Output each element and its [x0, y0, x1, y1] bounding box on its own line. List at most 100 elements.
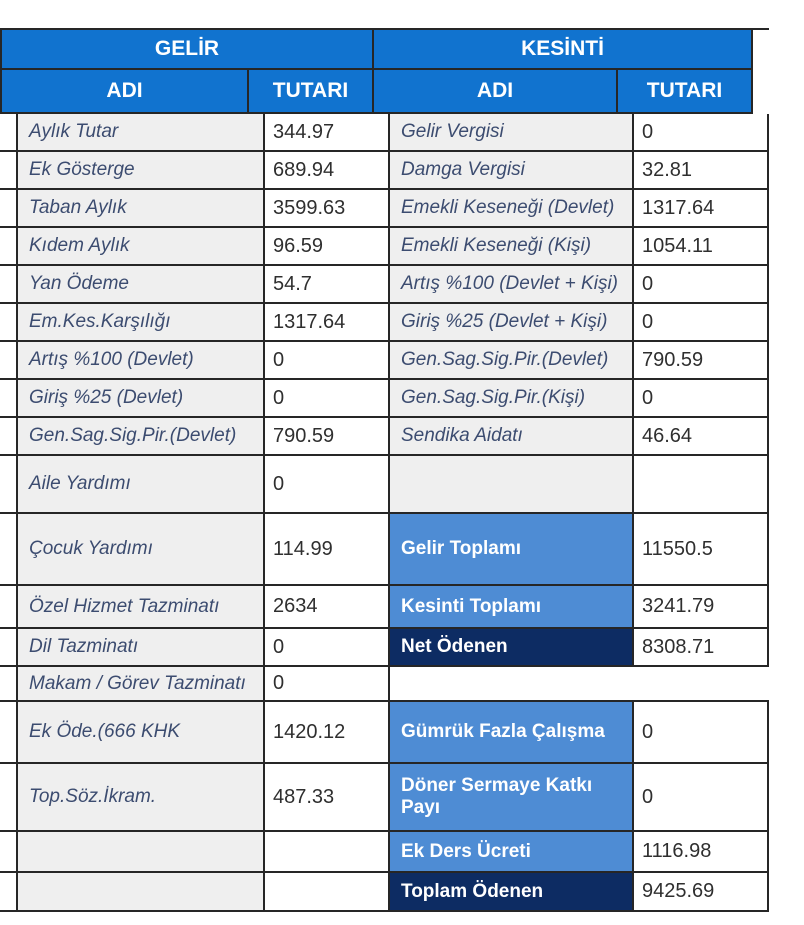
row-sliver-cell	[0, 873, 18, 912]
table-row: Dil Tazminatı 0 Net Ödenen 8308.71	[0, 629, 769, 667]
gelir-adi-cell: Çocuk Yardımı	[18, 514, 265, 586]
table-row: Özel Hizmet Tazminatı 2634 Kesinti Topla…	[0, 586, 769, 629]
row-sliver-cell	[0, 342, 18, 380]
kesinti-adi-cell	[390, 456, 634, 514]
gelir-adi-cell	[18, 873, 265, 912]
gelir-tutari-cell	[265, 873, 390, 912]
header-rows: GELİR KESİNTİ ADI TUTARI ADI TUTARI	[2, 30, 753, 114]
gelir-adi-cell: Top.Söz.İkram.	[18, 764, 265, 832]
kesinti-tutari-cell: 0	[634, 304, 769, 342]
gelir-tutari-cell: 0	[265, 456, 390, 514]
kesinti-tutari-column-header: TUTARI	[618, 70, 753, 114]
table-row: Aylık Tutar 344.97 Gelir Vergisi 0	[0, 114, 769, 152]
gelir-tutari-cell: 1317.64	[265, 304, 390, 342]
kesinti-adi-cell: Artış %100 (Devlet + Kişi)	[390, 266, 634, 304]
gelir-section-header: GELİR	[2, 30, 374, 70]
table-row: Ek Öde.(666 KHK 1420.12 Gümrük Fazla Çal…	[0, 702, 769, 764]
kesinti-adi-cell: Damga Vergisi	[390, 152, 634, 190]
row-sliver-cell	[0, 190, 18, 228]
gelir-adi-column-header: ADI	[2, 70, 249, 114]
row-sliver-cell	[0, 702, 18, 764]
gelir-tutari-cell: 689.94	[265, 152, 390, 190]
gelir-tutari-cell: 3599.63	[265, 190, 390, 228]
net-odenen-value: 8308.71	[634, 629, 769, 667]
row-sliver-cell	[0, 152, 18, 190]
table-header: GELİR KESİNTİ ADI TUTARI ADI TUTARI	[0, 30, 769, 114]
kesinti-tutari-cell: 32.81	[634, 152, 769, 190]
gelir-adi-cell: Ek Gösterge	[18, 152, 265, 190]
kesinti-toplami-cell: Kesinti Toplamı	[390, 586, 634, 629]
row-sliver-cell	[0, 764, 18, 832]
row-sliver-cell	[0, 456, 18, 514]
row-sliver-cell	[0, 304, 18, 342]
table-row: Toplam Ödenen 9425.69	[0, 873, 769, 912]
gelir-adi-cell: Em.Kes.Karşılığı	[18, 304, 265, 342]
table-row: Taban Aylık 3599.63 Emekli Keseneği (Dev…	[0, 190, 769, 228]
gelir-tutari-cell: 0	[265, 629, 390, 667]
kesinti-adi-cell: Emekli Keseneği (Devlet)	[390, 190, 634, 228]
table-row: Gen.Sag.Sig.Pir.(Devlet) 790.59 Sendika …	[0, 418, 769, 456]
gelir-adi-cell	[18, 832, 265, 873]
gelir-tutari-cell	[265, 832, 390, 873]
kesinti-adi-cell: Emekli Keseneği (Kişi)	[390, 228, 634, 266]
gelir-adi-cell: Artış %100 (Devlet)	[18, 342, 265, 380]
kesinti-adi-cell: Gen.Sag.Sig.Pir.(Kişi)	[390, 380, 634, 418]
doner-sermaye-cell: Döner Sermaye Katkı Payı	[390, 764, 634, 832]
gelir-tutari-cell: 1420.12	[265, 702, 390, 764]
gumruk-fazla-calisma-value: 0	[634, 702, 769, 764]
gelir-adi-cell: Giriş %25 (Devlet)	[18, 380, 265, 418]
ek-ders-ucreti-value: 1116.98	[634, 832, 769, 873]
kesinti-tutari-cell: 0	[634, 380, 769, 418]
kesinti-tutari-cell: 1054.11	[634, 228, 769, 266]
gelir-tutari-cell: 54.7	[265, 266, 390, 304]
gelir-adi-cell: Kıdem Aylık	[18, 228, 265, 266]
row-sliver-cell	[0, 667, 18, 702]
kesinti-tutari-cell: 0	[634, 266, 769, 304]
ek-ders-ucreti-cell: Ek Ders Ücreti	[390, 832, 634, 873]
column-header-row: ADI TUTARI ADI TUTARI	[2, 70, 753, 114]
table-row: Em.Kes.Karşılığı 1317.64 Giriş %25 (Devl…	[0, 304, 769, 342]
gelir-tutari-cell: 0	[265, 667, 390, 702]
table-row: Aile Yardımı 0	[0, 456, 769, 514]
gelir-adi-cell: Makam / Görev Tazminatı	[18, 667, 265, 702]
gelir-adi-cell: Aile Yardımı	[18, 456, 265, 514]
row-sliver-cell	[0, 514, 18, 586]
table-row: Makam / Görev Tazminatı 0	[0, 667, 769, 702]
gelir-tutari-column-header: TUTARI	[249, 70, 374, 114]
gelir-adi-cell: Gen.Sag.Sig.Pir.(Devlet)	[18, 418, 265, 456]
gelir-tutari-cell: 2634	[265, 586, 390, 629]
row-sliver-cell	[0, 114, 18, 152]
gelir-tutari-cell: 96.59	[265, 228, 390, 266]
table-row: Ek Gösterge 689.94 Damga Vergisi 32.81	[0, 152, 769, 190]
doner-sermaye-value: 0	[634, 764, 769, 832]
gelir-adi-cell: Yan Ödeme	[18, 266, 265, 304]
gelir-tutari-cell: 114.99	[265, 514, 390, 586]
section-header-row: GELİR KESİNTİ	[2, 30, 753, 70]
row-sliver-cell	[0, 586, 18, 629]
row-sliver-cell	[0, 380, 18, 418]
table-row: Ek Ders Ücreti 1116.98	[0, 832, 769, 873]
gelir-tutari-cell: 790.59	[265, 418, 390, 456]
kesinti-tutari-cell: 46.64	[634, 418, 769, 456]
kesinti-adi-cell: Gelir Vergisi	[390, 114, 634, 152]
row-sliver-cell	[0, 228, 18, 266]
gelir-adi-cell: Ek Öde.(666 KHK	[18, 702, 265, 764]
table-row: Kıdem Aylık 96.59 Emekli Keseneği (Kişi)…	[0, 228, 769, 266]
kesinti-tutari-cell	[634, 456, 769, 514]
kesinti-tutari-cell: 0	[634, 114, 769, 152]
kesinti-adi-cell: Giriş %25 (Devlet + Kişi)	[390, 304, 634, 342]
gelir-adi-cell: Aylık Tutar	[18, 114, 265, 152]
gelir-tutari-cell: 0	[265, 380, 390, 418]
payroll-table: GELİR KESİNTİ ADI TUTARI ADI TUTARI Aylı…	[0, 28, 769, 912]
gelir-tutari-cell: 0	[265, 342, 390, 380]
kesinti-gap-cell	[390, 667, 769, 702]
header-sliver-cell	[0, 30, 2, 114]
gelir-toplami-cell: Gelir Toplamı	[390, 514, 634, 586]
table-row: Yan Ödeme 54.7 Artış %100 (Devlet + Kişi…	[0, 266, 769, 304]
kesinti-toplami-value: 3241.79	[634, 586, 769, 629]
kesinti-tutari-cell: 790.59	[634, 342, 769, 380]
gelir-adi-cell: Dil Tazminatı	[18, 629, 265, 667]
gelir-tutari-cell: 487.33	[265, 764, 390, 832]
toplam-odenen-cell: Toplam Ödenen	[390, 873, 634, 912]
